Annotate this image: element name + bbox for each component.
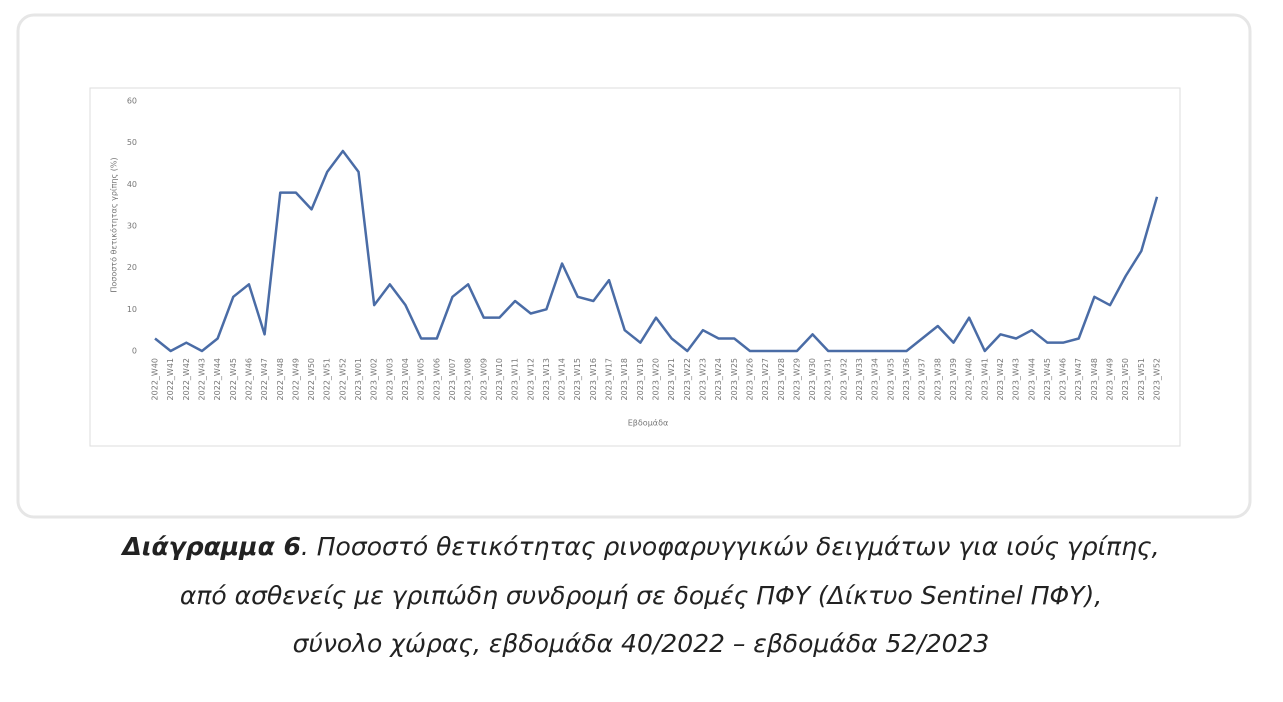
x-tick-label: 2023_W43 bbox=[1012, 358, 1021, 400]
x-tick-label: 2022_W47 bbox=[260, 358, 269, 400]
x-tick-label: 2022_W44 bbox=[213, 358, 222, 400]
x-tick-label: 2022_W49 bbox=[291, 358, 300, 400]
x-tick-label: 2022_W52 bbox=[338, 358, 347, 400]
x-tick-label: 2023_W22 bbox=[683, 358, 692, 400]
caption-text: σύνολο χώρας, εβδομάδα 40/2022 – εβδομάδ… bbox=[293, 629, 990, 658]
x-tick-label: 2023_W51 bbox=[1137, 358, 1146, 400]
caption-label: Διάγραμμα 6 bbox=[120, 532, 300, 561]
x-tick-label: 2023_W42 bbox=[996, 358, 1005, 400]
x-tick-label: 2023_W33 bbox=[855, 358, 864, 400]
x-tick-label: 2022_W42 bbox=[182, 358, 191, 400]
x-tick-label: 2022_W51 bbox=[323, 358, 332, 400]
x-tick-label: 2023_W47 bbox=[1074, 358, 1083, 400]
x-tick-label: 2023_W01 bbox=[354, 358, 363, 400]
x-tick-label: 2023_W39 bbox=[949, 358, 958, 400]
x-tick-label: 2023_W40 bbox=[965, 358, 974, 400]
x-tick-label: 2023_W08 bbox=[464, 358, 473, 400]
x-tick-label: 2023_W36 bbox=[902, 358, 911, 400]
x-tick-label: 2023_W23 bbox=[698, 358, 707, 400]
x-tick-label: 2023_W52 bbox=[1153, 358, 1162, 400]
x-tick-label: 2023_W02 bbox=[370, 358, 379, 400]
x-tick-label: 2023_W04 bbox=[401, 358, 410, 400]
x-tick-label: 2023_W10 bbox=[495, 358, 504, 400]
x-tick-label: 2023_W34 bbox=[871, 358, 880, 400]
caption-line: Διάγραμμα 6. Ποσοστό θετικότητας ρινοφαρ… bbox=[120, 532, 1159, 561]
x-tick-label: 2023_W14 bbox=[558, 358, 567, 400]
y-tick-label: 0 bbox=[132, 347, 137, 356]
y-tick-label: 60 bbox=[127, 97, 137, 106]
x-tick-label: 2022_W46 bbox=[244, 358, 253, 400]
x-tick-label: 2023_W29 bbox=[792, 358, 801, 400]
x-tick-label: 2023_W03 bbox=[385, 358, 394, 400]
x-tick-label: 2023_W32 bbox=[839, 358, 848, 400]
x-tick-label: 2023_W19 bbox=[636, 358, 645, 400]
x-tick-label: 2023_W05 bbox=[417, 358, 426, 400]
x-tick-label: 2023_W15 bbox=[573, 358, 582, 400]
x-tick-label: 2023_W18 bbox=[620, 358, 629, 400]
x-tick-label: 2023_W50 bbox=[1121, 358, 1130, 400]
caption-text: . Ποσοστό θετικότητας ρινοφαρυγγικών δει… bbox=[301, 532, 1160, 561]
x-tick-label: 2023_W12 bbox=[526, 358, 535, 400]
x-axis-title: Εβδομάδα bbox=[628, 419, 668, 428]
x-tick-label: 2023_W27 bbox=[761, 358, 770, 400]
y-tick-label: 30 bbox=[127, 222, 137, 231]
x-tick-label: 2023_W17 bbox=[605, 358, 614, 400]
x-tick-label: 2023_W25 bbox=[730, 358, 739, 400]
x-tick-label: 2023_W48 bbox=[1090, 358, 1099, 400]
x-tick-label: 2023_W45 bbox=[1043, 358, 1052, 400]
y-tick-label: 50 bbox=[127, 138, 137, 147]
x-tick-label: 2023_W11 bbox=[511, 358, 520, 400]
data-line bbox=[154, 149, 1159, 353]
y-tick-label: 10 bbox=[127, 305, 137, 314]
x-tick-label: 2023_W35 bbox=[886, 358, 895, 400]
x-tick-label: 2023_W13 bbox=[542, 358, 551, 400]
x-tick-label: 2023_W28 bbox=[777, 358, 786, 400]
x-tick-label: 2022_W48 bbox=[276, 358, 285, 400]
x-tick-label: 2022_W40 bbox=[151, 358, 160, 400]
x-tick-label: 2023_W38 bbox=[933, 358, 942, 400]
x-tick-label: 2023_W49 bbox=[1106, 358, 1115, 400]
x-tick-label: 2023_W26 bbox=[745, 358, 754, 400]
x-tick-label: 2023_W07 bbox=[448, 358, 457, 400]
x-tick-label: 2023_W46 bbox=[1059, 358, 1068, 400]
x-tick-label: 2023_W20 bbox=[652, 358, 661, 400]
x-tick-label: 2023_W41 bbox=[980, 358, 989, 400]
x-tick-label: 2023_W09 bbox=[479, 358, 488, 400]
x-tick-label: 2022_W50 bbox=[307, 358, 316, 400]
caption-text: από ασθενείς με γριπώδη συνδρομή σε δομέ… bbox=[180, 581, 1102, 610]
y-tick-label: 40 bbox=[127, 180, 137, 189]
x-tick-label: 2023_W30 bbox=[808, 358, 817, 400]
x-tick-label: 2023_W21 bbox=[667, 358, 676, 400]
x-tick-label: 2022_W43 bbox=[197, 358, 206, 400]
x-tick-label: 2023_W37 bbox=[918, 358, 927, 400]
x-tick-label: 2023_W31 bbox=[824, 358, 833, 400]
x-tick-label: 2023_W44 bbox=[1027, 358, 1036, 400]
x-tick-label: 2022_W41 bbox=[166, 358, 175, 400]
y-axis-title: Ποσοστό θετικότητας γρίπης (%) bbox=[109, 157, 119, 292]
y-tick-label: 20 bbox=[127, 263, 137, 272]
x-tick-label: 2022_W45 bbox=[229, 358, 238, 400]
x-tick-label: 2023_W24 bbox=[714, 358, 723, 400]
x-tick-label: 2023_W16 bbox=[589, 358, 598, 400]
x-tick-label: 2023_W06 bbox=[432, 358, 441, 400]
